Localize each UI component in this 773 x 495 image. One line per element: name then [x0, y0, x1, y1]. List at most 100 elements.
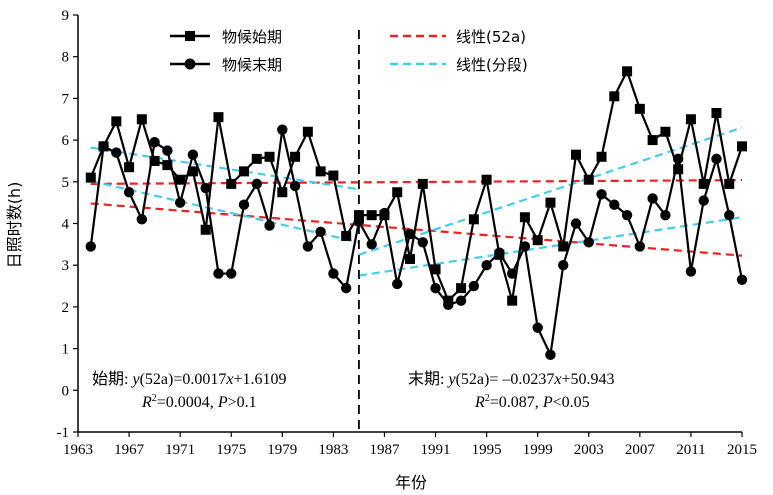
data-point-end	[455, 295, 467, 306]
y-axis-title: 日照时数(h)	[5, 182, 24, 269]
trend-line	[358, 126, 743, 256]
data-point-end	[315, 226, 326, 238]
trend-line	[90, 202, 743, 257]
data-point-start	[724, 178, 735, 189]
data-point-end	[162, 145, 173, 156]
y-tick-label: 0	[62, 383, 70, 399]
data-point-start	[456, 283, 467, 294]
legend-item-linearseg: 线性(分段)	[390, 56, 528, 74]
data-point-start	[187, 166, 198, 177]
data-point-start	[136, 114, 147, 125]
equation-start-line1: 始期: y(52a)=0.0017x+1.6109	[92, 370, 286, 388]
x-tick-label: 1971	[165, 442, 195, 458]
legend-label-linearseg: 线性(分段)	[456, 56, 528, 74]
data-point-start	[583, 174, 594, 185]
data-point-end	[98, 141, 109, 152]
data-point-start	[609, 91, 620, 102]
data-point-end	[187, 149, 199, 160]
data-point-end	[213, 268, 224, 279]
data-point-start	[341, 231, 352, 242]
equation-start-line2: R2=0.0004, P>0.1	[141, 393, 257, 411]
data-point-start	[328, 170, 339, 181]
data-point-end	[672, 153, 684, 165]
y-tick-label: 6	[62, 133, 70, 149]
data-point-start	[647, 135, 658, 146]
x-tick-label: 2003	[574, 442, 604, 458]
data-point-end	[379, 207, 390, 219]
data-point-end	[251, 178, 262, 190]
square-marker-icon	[185, 31, 195, 41]
data-point-start	[251, 153, 262, 164]
data-point-end	[660, 209, 671, 221]
data-point-end	[736, 274, 748, 285]
data-point-start	[85, 172, 96, 183]
data-point-start	[622, 66, 633, 77]
data-point-end	[226, 268, 237, 279]
data-point-end	[404, 228, 416, 240]
data-point-end	[302, 241, 314, 252]
data-point-end	[545, 349, 556, 361]
data-point-end	[519, 241, 531, 252]
data-point-start	[226, 178, 237, 189]
data-point-start	[596, 151, 607, 162]
data-point-end	[634, 241, 646, 252]
data-point-end	[468, 280, 480, 292]
data-point-start	[111, 116, 122, 127]
data-point-start	[277, 187, 288, 198]
y-tick-label: 2	[62, 300, 70, 316]
data-point-start	[315, 166, 326, 177]
x-tick-label: 1967	[114, 442, 145, 458]
data-point-start	[392, 187, 403, 198]
y-tick-label: 8	[62, 50, 70, 66]
data-point-end	[711, 153, 722, 165]
data-point-end	[685, 266, 697, 277]
data-point-end	[494, 247, 505, 258]
data-point-start	[213, 112, 224, 123]
data-point-end	[443, 299, 454, 311]
y-tick-label: 5	[62, 175, 70, 191]
data-point-end	[647, 193, 658, 204]
data-point-end	[174, 197, 186, 208]
data-point-end	[532, 322, 543, 333]
x-tick-label: 2015	[727, 442, 757, 458]
equation-start: 始期: y(52a)=0.0017x+1.6109 R2=0.0004, P>0…	[92, 370, 286, 411]
legend-item-start: 物候始期	[170, 28, 282, 46]
data-point-end	[264, 220, 275, 231]
x-tick-label: 1999	[523, 442, 553, 458]
trend-line	[90, 146, 360, 191]
data-point-start	[124, 162, 135, 173]
x-tick-label: 1975	[216, 442, 246, 458]
data-point-end	[724, 209, 735, 221]
x-tick-label: 1983	[318, 442, 348, 458]
legend-label-start: 物候始期	[222, 28, 282, 46]
legend: 物候始期 物候末期 线性(52a) 线性(分段)	[170, 28, 528, 74]
data-point-start	[558, 241, 569, 252]
data-point-end	[111, 147, 122, 158]
data-point-start	[290, 151, 301, 162]
data-point-end	[200, 182, 211, 194]
data-point-start	[239, 166, 249, 177]
data-point-start	[366, 210, 377, 221]
y-tick-label: 7	[62, 91, 70, 107]
y-tick-label: 4	[62, 217, 70, 233]
data-point-end	[558, 260, 569, 271]
data-point-end	[277, 124, 288, 135]
data-point-end	[353, 216, 365, 227]
data-point-end	[149, 136, 160, 148]
data-point-end	[621, 209, 633, 221]
x-axis-title: 年份	[395, 473, 427, 492]
data-point-start	[737, 141, 747, 152]
y-tick-label: 9	[62, 8, 70, 24]
data-point-start	[507, 295, 518, 306]
data-point-start	[634, 103, 645, 114]
data-point-end	[609, 199, 620, 210]
data-point-end	[136, 214, 148, 225]
data-point-end	[392, 278, 403, 290]
equation-end: 末期: y(52a)= –0.0237x+50.943 R2=0.087, P<…	[408, 370, 614, 411]
data-point-end	[289, 180, 301, 192]
data-point-end	[698, 195, 709, 206]
data-point-end	[328, 268, 339, 279]
x-tick-label: 2011	[676, 442, 705, 458]
data-point-start	[673, 164, 684, 175]
